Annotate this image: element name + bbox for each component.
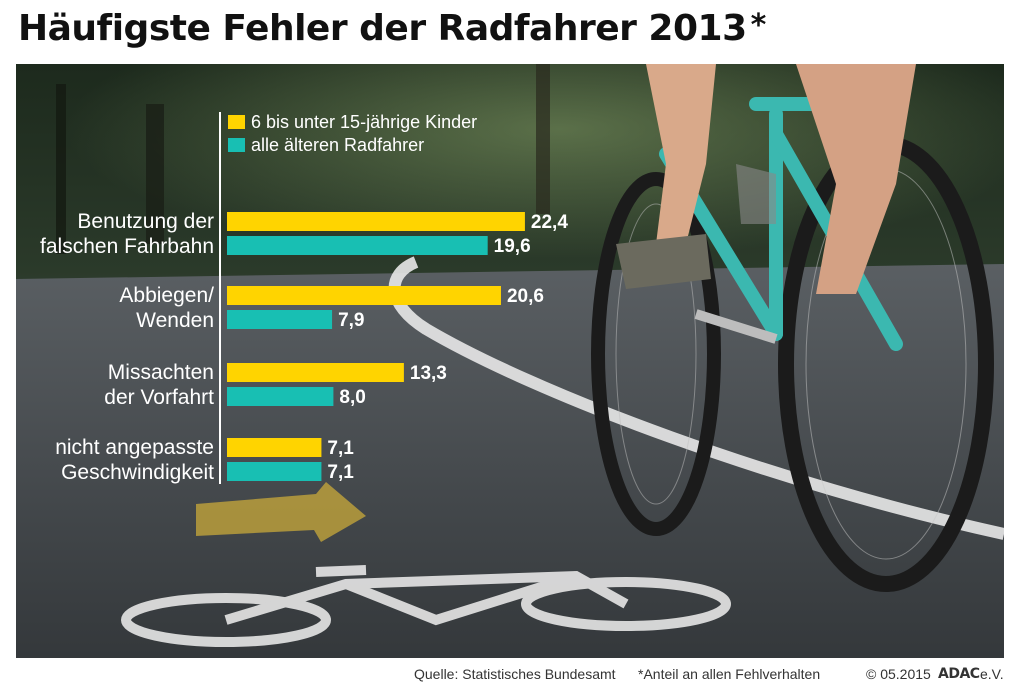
bar-kids-vorfahrt [227, 363, 404, 382]
value-label-adults-abbiegen-wenden: 7,9 [338, 310, 364, 331]
footnote-text: *Anteil an allen Fehlverhalten [638, 666, 821, 682]
brand-suffix: e.V. [980, 666, 1004, 682]
value-label-kids-vorfahrt: 13,3 [410, 363, 447, 384]
bar-kids-geschwindigkeit [227, 438, 322, 457]
footer: Quelle: Statistisches Bundesamt *Anteil … [0, 664, 1024, 688]
value-label-adults-vorfahrt: 8,0 [339, 387, 365, 408]
brand-logo: ADAC [938, 666, 980, 682]
category-label-geschwindigkeit: nicht angepasste Geschwindigkeit [55, 436, 214, 484]
category-label-falsche-fahrbahn: Benutzung der falschen Fahrbahn [40, 210, 214, 258]
value-label-kids-geschwindigkeit: 7,1 [327, 438, 354, 459]
bar-kids-abbiegen-wenden [227, 286, 501, 305]
value-label-kids-abbiegen-wenden: 20,6 [507, 286, 544, 307]
bar-adults-vorfahrt [227, 387, 334, 406]
bar-adults-geschwindigkeit [227, 462, 322, 481]
legend-swatch-adults [228, 138, 245, 152]
road-scene-illustration [16, 64, 1004, 658]
legend-label-adults: alle älteren Radfahrer [251, 135, 424, 155]
value-label-adults-geschwindigkeit: 7,1 [327, 462, 354, 483]
category-label-vorfahrt: Missachten der Vorfahrt [104, 361, 214, 409]
background-photo: 6 bis unter 15-jährige Kinder alle älter… [16, 64, 1004, 658]
bar-kids-falsche-fahrbahn [227, 212, 525, 231]
title-marker: * [750, 8, 767, 43]
bar-adults-abbiegen-wenden [227, 310, 333, 329]
source-text: Quelle: Statistisches Bundesamt [414, 666, 616, 682]
chart-title: Häufigste Fehler der Radfahrer 2013 * [18, 8, 766, 49]
title-text: Häufigste Fehler der Radfahrer 2013 [18, 8, 747, 49]
legend-swatch-kids [228, 115, 245, 129]
copyright-text: © 05.2015 [866, 666, 931, 682]
bar-chart: 6 bis unter 15-jährige Kinder alle älter… [40, 112, 568, 484]
bars-group: Benutzung der falschen Fahrbahn 22,419,6 Ab… [40, 210, 568, 484]
category-label-abbiegen-wenden: Abbiegen/Wenden [119, 284, 214, 332]
value-label-kids-falsche-fahrbahn: 22,4 [531, 212, 568, 233]
bar-adults-falsche-fahrbahn [227, 236, 488, 255]
legend-label-kids: 6 bis unter 15-jährige Kinder [251, 112, 477, 132]
value-label-adults-falsche-fahrbahn: 19,6 [494, 236, 531, 257]
